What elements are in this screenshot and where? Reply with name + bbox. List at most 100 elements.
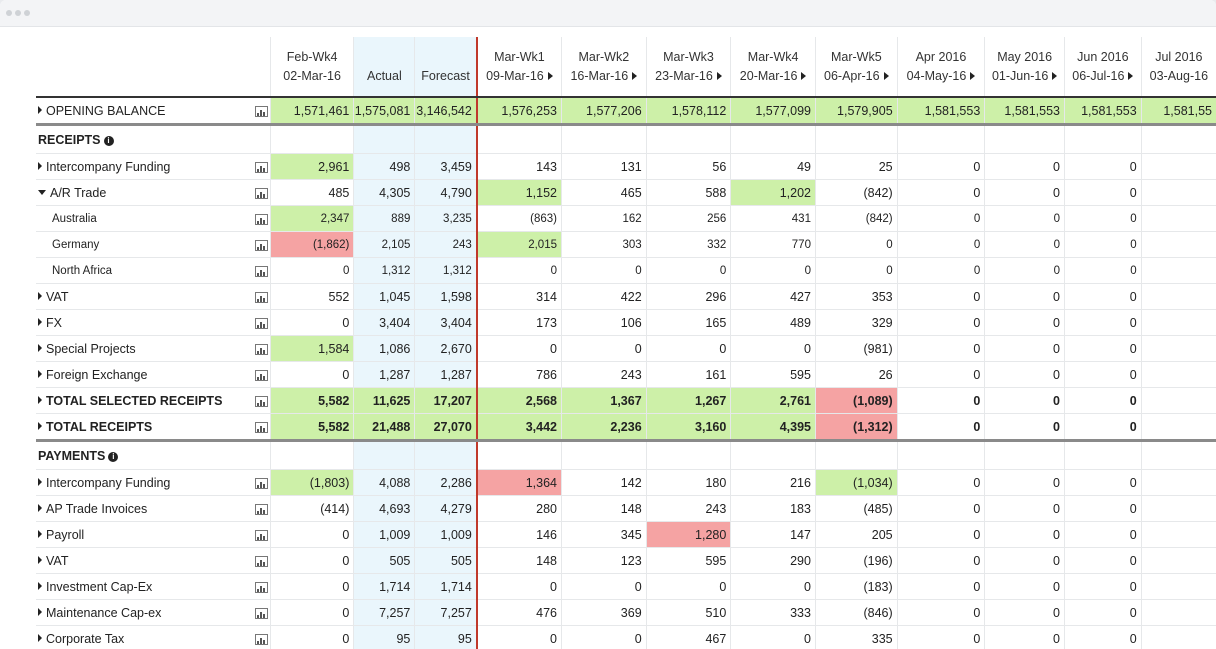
value-cell[interactable]: 2,761	[730, 387, 816, 414]
value-cell[interactable]: (414)	[269, 495, 354, 522]
value-cell[interactable]: (1,862)	[269, 231, 354, 258]
value-cell[interactable]: (842)	[814, 205, 898, 232]
value-cell[interactable]: 505	[414, 547, 478, 574]
value-cell[interactable]: 131	[561, 153, 647, 180]
row-label[interactable]: VAT	[36, 283, 235, 310]
expand-right-icon[interactable]	[801, 72, 807, 80]
value-cell[interactable]: 498	[353, 153, 415, 180]
period-header[interactable]: Feb-Wk4 02-Mar-16	[269, 37, 354, 98]
value-cell[interactable]: 0	[1064, 625, 1142, 649]
value-cell[interactable]: 0	[984, 599, 1065, 626]
chart-icon[interactable]	[254, 395, 268, 407]
value-cell[interactable]: 2,286	[414, 469, 478, 496]
period-header[interactable]: Mar-Wk1 09-Mar-16	[476, 37, 562, 98]
chart-icon[interactable]	[254, 369, 268, 381]
value-cell[interactable]	[1140, 521, 1216, 548]
value-cell[interactable]: 0	[1064, 547, 1142, 574]
value-cell[interactable]	[1140, 413, 1216, 442]
value-cell[interactable]	[1140, 257, 1216, 284]
info-icon[interactable]: i	[108, 451, 119, 462]
expand-right-icon[interactable]	[38, 633, 42, 642]
expand-right-icon[interactable]	[38, 607, 42, 616]
value-cell[interactable]: (1,803)	[269, 469, 354, 496]
value-cell[interactable]: 0	[984, 361, 1065, 388]
expand-right-icon[interactable]	[38, 317, 42, 326]
value-cell[interactable]: 485	[269, 179, 354, 206]
value-cell[interactable]: 3,160	[645, 413, 731, 442]
value-cell[interactable]: 1,280	[645, 521, 731, 548]
chart-icon[interactable]	[254, 477, 268, 489]
value-cell[interactable]: 0	[476, 573, 562, 600]
value-cell[interactable]: 0	[984, 335, 1065, 362]
value-cell[interactable]: 216	[730, 469, 816, 496]
value-cell[interactable]: 1,312	[414, 257, 478, 284]
chart-icon[interactable]	[254, 529, 268, 541]
period-header[interactable]: May 2016 01-Jun-16	[984, 37, 1065, 98]
value-cell[interactable]: 476	[476, 599, 562, 626]
row-label[interactable]: Intercompany Funding	[36, 469, 235, 496]
value-cell[interactable]: 353	[814, 283, 898, 310]
window-dot-icon[interactable]	[24, 10, 30, 16]
value-cell[interactable]: 3,404	[414, 309, 478, 336]
value-cell[interactable]: 588	[645, 179, 731, 206]
value-cell[interactable]: 1,581,553	[896, 97, 985, 126]
chart-icon[interactable]	[254, 503, 268, 515]
value-cell[interactable]: 333	[730, 599, 816, 626]
value-cell[interactable]: 3,235	[414, 205, 478, 232]
value-cell[interactable]: 0	[896, 521, 985, 548]
value-cell[interactable]: 0	[1064, 179, 1142, 206]
value-cell[interactable]: 314	[476, 283, 562, 310]
value-cell[interactable]: 770	[730, 231, 816, 258]
value-cell[interactable]: (196)	[814, 547, 898, 574]
value-cell[interactable]: 4,279	[414, 495, 478, 522]
value-cell[interactable]: 173	[476, 309, 562, 336]
expand-right-icon[interactable]	[632, 72, 638, 80]
period-header[interactable]: Forecast	[414, 37, 478, 98]
value-cell[interactable]: 0	[896, 361, 985, 388]
value-cell[interactable]: 0	[561, 257, 647, 284]
value-cell[interactable]: 1,577,206	[561, 97, 647, 126]
value-cell[interactable]: 0	[730, 573, 816, 600]
value-cell[interactable]: (183)	[814, 573, 898, 600]
value-cell[interactable]: 5,582	[269, 413, 354, 442]
period-header[interactable]: Mar-Wk3 23-Mar-16	[645, 37, 731, 98]
value-cell[interactable]: 0	[984, 179, 1065, 206]
value-cell[interactable]: 0	[896, 153, 985, 180]
value-cell[interactable]: 0	[896, 495, 985, 522]
value-cell[interactable]: 552	[269, 283, 354, 310]
info-icon[interactable]: i	[103, 135, 114, 146]
value-cell[interactable]: 1,579,905	[814, 97, 898, 126]
expand-right-icon[interactable]	[38, 477, 42, 486]
value-cell[interactable]: 0	[1064, 495, 1142, 522]
expand-right-icon[interactable]	[883, 72, 889, 80]
value-cell[interactable]: 0	[984, 309, 1065, 336]
value-cell[interactable]: 0	[1064, 521, 1142, 548]
value-cell[interactable]: 332	[645, 231, 731, 258]
value-cell[interactable]: 0	[896, 205, 985, 232]
value-cell[interactable]: 0	[896, 335, 985, 362]
value-cell[interactable]: 0	[1064, 573, 1142, 600]
value-cell[interactable]: 0	[984, 231, 1065, 258]
value-cell[interactable]: 7,257	[414, 599, 478, 626]
value-cell[interactable]: 1,312	[353, 257, 415, 284]
value-cell[interactable]: 0	[645, 257, 731, 284]
value-cell[interactable]	[1140, 599, 1216, 626]
value-cell[interactable]: 0	[984, 283, 1065, 310]
value-cell[interactable]: 106	[561, 309, 647, 336]
value-cell[interactable]: 1,287	[353, 361, 415, 388]
value-cell[interactable]: 0	[896, 599, 985, 626]
value-cell[interactable]: 280	[476, 495, 562, 522]
value-cell[interactable]: 165	[645, 309, 731, 336]
value-cell[interactable]: 489	[730, 309, 816, 336]
row-label[interactable]: Corporate Tax	[36, 625, 235, 649]
value-cell[interactable]: 1,581,55	[1140, 97, 1216, 126]
value-cell[interactable]: 243	[414, 231, 478, 258]
value-cell[interactable]: 3,459	[414, 153, 478, 180]
value-cell[interactable]: 0	[269, 521, 354, 548]
value-cell[interactable]: 0	[730, 625, 816, 649]
value-cell[interactable]: 427	[730, 283, 816, 310]
value-cell[interactable]: 0	[1064, 335, 1142, 362]
row-label[interactable]: FX	[36, 309, 235, 336]
value-cell[interactable]: 146	[476, 521, 562, 548]
expand-right-icon[interactable]	[970, 72, 976, 80]
